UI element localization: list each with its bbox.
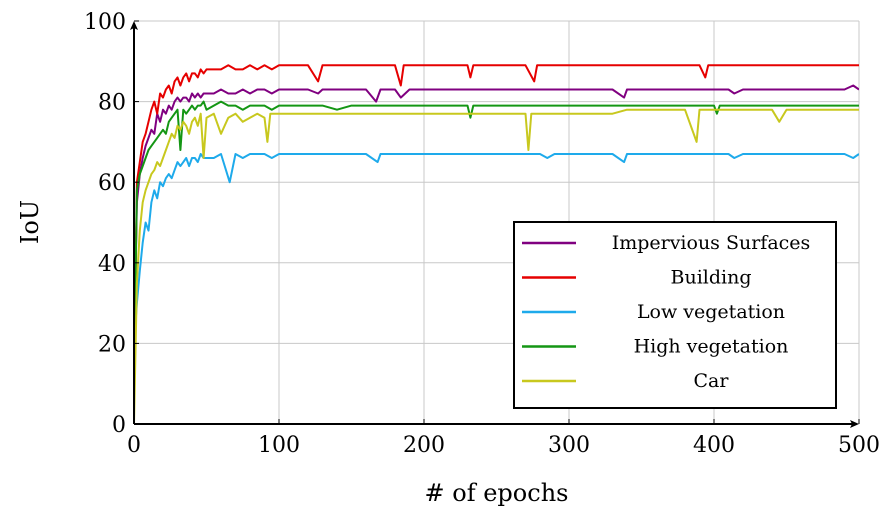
x-axis-arrow — [850, 420, 859, 428]
x-tick-label: 400 — [693, 433, 735, 458]
x-tick-label: 300 — [548, 433, 590, 458]
x-tick-label: 0 — [127, 433, 141, 458]
y-axis-arrow — [130, 21, 138, 30]
x-tick-label: 200 — [403, 433, 445, 458]
legend-label-3: High vegetation — [634, 336, 789, 358]
legend-label-1: Building — [671, 267, 752, 289]
y-tick-label: 80 — [98, 91, 126, 116]
series-line-2 — [134, 153, 859, 344]
y-tick-label: 100 — [84, 10, 126, 35]
y-tick-label: 20 — [98, 332, 126, 357]
legend-label-4: Car — [694, 370, 730, 392]
legend-label-0: Impervious Surfaces — [612, 232, 811, 254]
series-line-1 — [134, 64, 859, 384]
legend-label-2: Low vegetation — [637, 301, 785, 323]
series-line-4 — [134, 108, 859, 424]
series-line-0 — [134, 84, 859, 344]
series-lines — [134, 64, 859, 424]
y-tick-label: 60 — [98, 171, 126, 196]
y-tick-label: 0 — [112, 413, 126, 438]
axes — [130, 20, 860, 428]
legend: Impervious Surfaces Building Low vegetatio… — [513, 221, 837, 409]
series-line-3 — [134, 100, 859, 384]
x-tick-label: 500 — [838, 433, 880, 458]
legend-box — [513, 221, 837, 409]
y-tick-label: 40 — [98, 252, 126, 277]
grid — [134, 20, 860, 424]
x-tick-label: 100 — [258, 433, 300, 458]
y-axis-title: IoU — [16, 200, 44, 244]
x-axis-title: # of epochs — [425, 479, 569, 507]
tick-labels: 0 100 200 300 400 500 0 20 40 60 80 100 — [84, 10, 880, 458]
